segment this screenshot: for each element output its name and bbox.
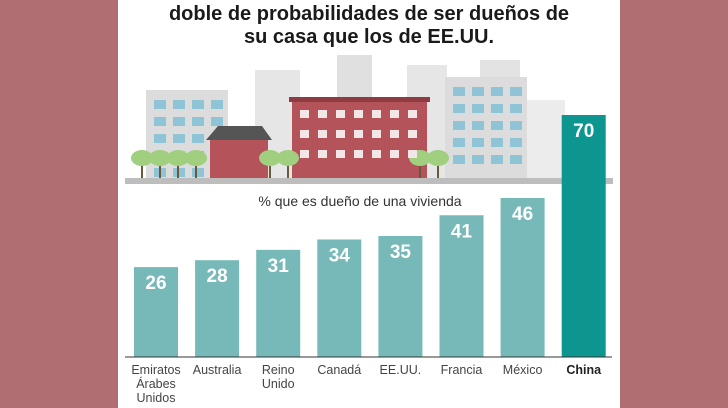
data-label-5: 41 xyxy=(451,221,473,242)
data-label-3: 34 xyxy=(329,245,351,266)
city-illustration xyxy=(125,55,613,184)
data-label-0: 26 xyxy=(145,273,166,294)
category-label-2: Reino xyxy=(262,363,295,377)
bar-7 xyxy=(561,115,606,357)
category-label-5: Francia xyxy=(441,363,483,377)
data-label-2: 31 xyxy=(268,256,290,277)
category-label-0: Emiratos xyxy=(131,363,180,377)
category-label-0: Árabes xyxy=(136,376,176,391)
category-label-2: Unido xyxy=(262,377,295,391)
bar-3 xyxy=(317,239,362,357)
category-label-7: China xyxy=(566,363,602,377)
bar-6 xyxy=(500,197,545,357)
category-label-3: Canadá xyxy=(317,363,361,377)
bar-4 xyxy=(378,236,423,357)
data-label-1: 28 xyxy=(207,266,228,287)
data-label-7: 70 xyxy=(573,121,594,142)
title-line-1: doble de probabilidades de ser dueños de xyxy=(168,3,570,25)
bar-2 xyxy=(256,249,301,357)
category-label-1: Australia xyxy=(193,363,242,377)
title-line-2: su casa que los de EE.UU. xyxy=(243,26,495,48)
bar-5 xyxy=(439,215,484,357)
category-label-0: Unidos xyxy=(137,391,176,405)
bar-1 xyxy=(195,260,240,357)
data-label-4: 35 xyxy=(390,242,412,263)
bar-0 xyxy=(134,267,178,357)
category-label-4: EE.UU. xyxy=(380,363,422,377)
category-label-6: México xyxy=(503,363,543,377)
chart-subtitle: % que es dueño de una vivienda xyxy=(258,193,462,209)
data-label-6: 46 xyxy=(512,204,533,225)
